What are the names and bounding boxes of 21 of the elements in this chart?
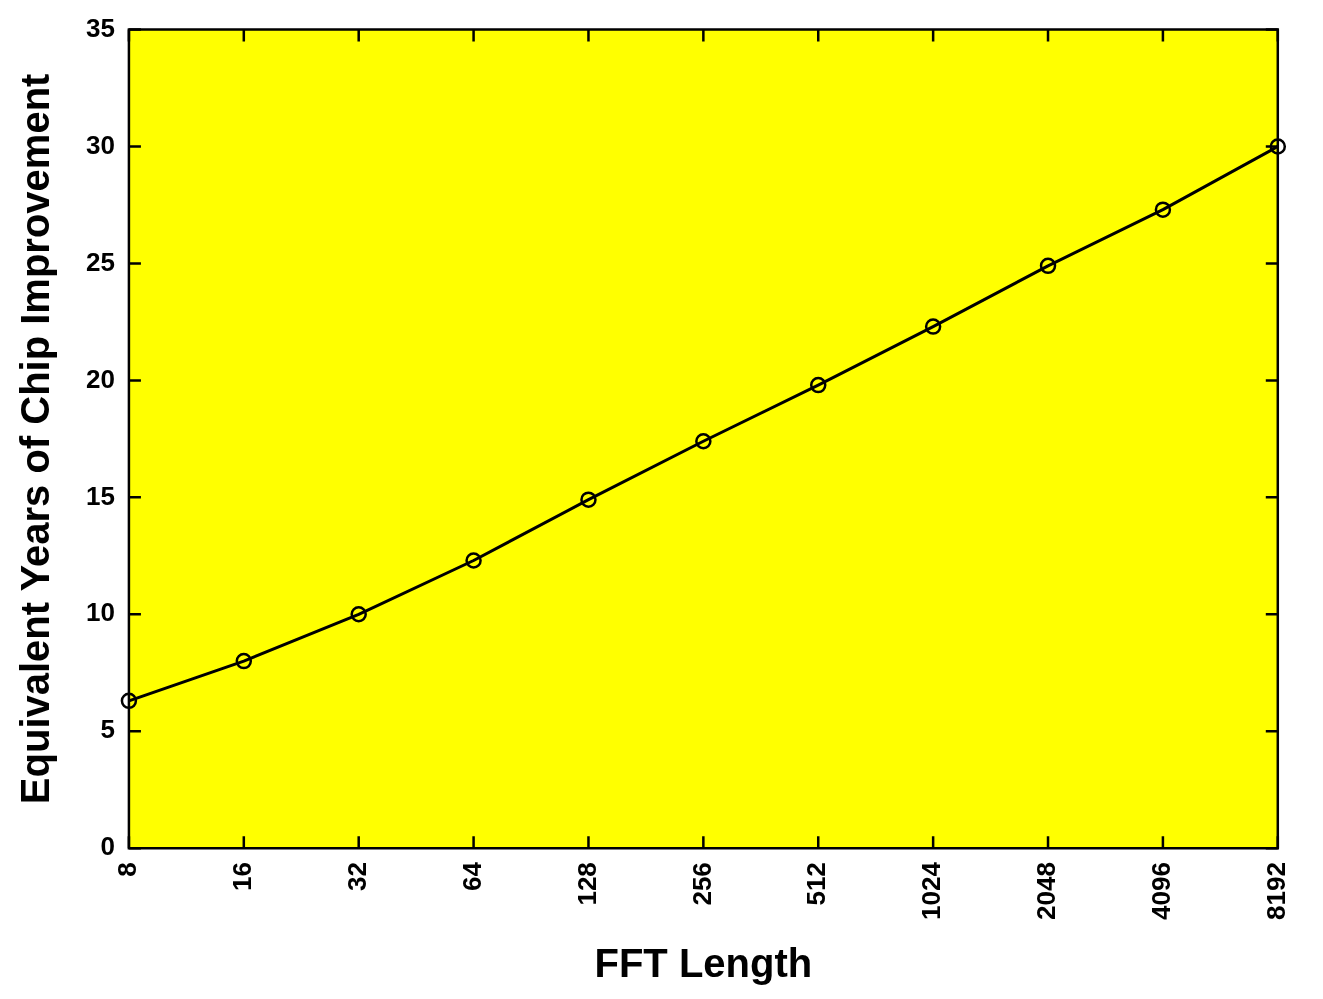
- y-tick-label: 30: [86, 129, 115, 160]
- x-tick-label: 512: [801, 862, 832, 906]
- x-tick-label: 8192: [1260, 862, 1291, 920]
- x-tick-label: 2048: [1031, 862, 1062, 920]
- x-axis-title: FFT Length: [594, 941, 813, 986]
- y-tick-label: 25: [86, 246, 115, 277]
- y-tick-label: 20: [86, 363, 115, 394]
- x-tick-label: 128: [571, 862, 602, 906]
- x-tick-label: 4096: [1146, 862, 1177, 920]
- x-tick-label: 64: [456, 861, 487, 892]
- y-tick-label: 5: [100, 714, 115, 745]
- y-tick-label: 15: [86, 480, 115, 511]
- y-tick-label: 35: [86, 12, 115, 43]
- x-tick-label: 1024: [916, 861, 947, 920]
- x-tick-label: 8: [112, 862, 143, 877]
- x-tick-label: 16: [226, 862, 257, 892]
- x-tick-label: 32: [341, 862, 372, 892]
- y-tick-label: 0: [100, 831, 115, 862]
- x-tick-label: 256: [686, 862, 717, 906]
- y-tick-label: 10: [86, 597, 115, 628]
- y-axis-title: Equivalent Years of Chip Improvement: [13, 73, 58, 805]
